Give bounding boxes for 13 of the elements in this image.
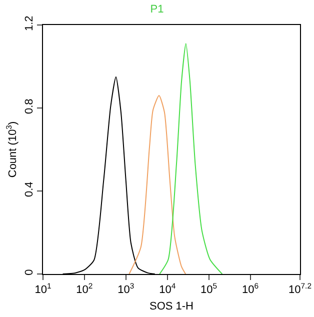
x-tick-label: 10$^{4}$ [159,282,176,296]
x-tick-label: 10$^{3}$ [118,282,134,296]
x-axis-title: SOS 1-H [149,300,194,312]
y-tick-label: 0.4 [24,182,36,197]
y-tick-label: 0 [24,269,36,276]
chart-title: P1 [150,3,164,16]
x-tick-label: 10$^{1}$ [34,282,52,296]
x-tick-label: 10$^{7.2}$ [288,282,312,296]
x-tick-label: 10$^{6}$ [242,282,259,296]
y-tick-label: 1.2 [24,16,36,31]
y-tick-label: 0.8 [24,98,36,114]
x-tick-label: 10$^{2}$ [76,282,93,296]
x-tick-label: 10$^{5}$ [200,282,218,296]
